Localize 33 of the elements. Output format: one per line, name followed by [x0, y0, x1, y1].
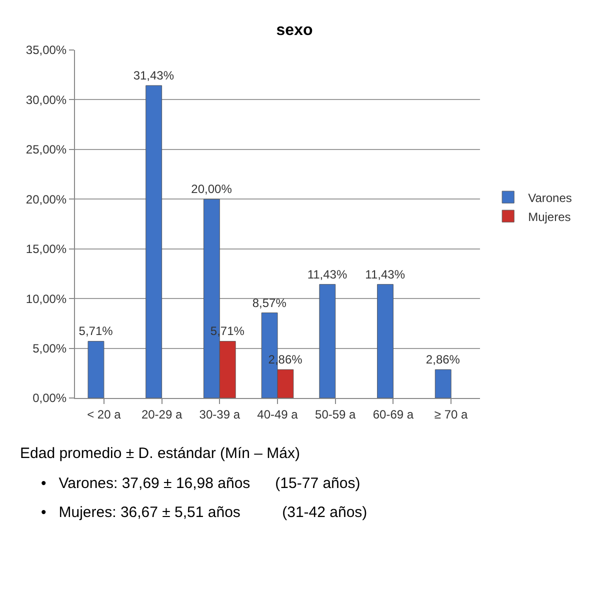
y-tick-label: 20,00% — [26, 192, 67, 206]
data-label: 2,86% — [426, 352, 460, 367]
bar — [319, 284, 336, 398]
data-label: 31,43% — [133, 68, 174, 82]
y-tick-label: 30,00% — [26, 92, 67, 107]
x-tick-label: 40-49 a — [257, 407, 298, 422]
text: • Mujeres: 36,67 ± 5,51 años (31-42 años) — [41, 504, 368, 521]
bar — [434, 369, 452, 398]
bar — [88, 340, 104, 398]
data-label: 11,43% — [365, 267, 406, 282]
data-label: 11,43% — [307, 267, 348, 282]
x-tick-label: 20-29 a — [141, 407, 182, 422]
legend-label: Varones — [528, 190, 572, 205]
bar — [377, 284, 394, 398]
legend-label: Mujeres — [528, 210, 571, 224]
y-tick-label: 15,00% — [26, 242, 67, 256]
y-tick-label: 25,00% — [26, 142, 67, 157]
x-tick-label: 30-39 a — [199, 407, 240, 422]
x-tick-label: ≥ 70 a — [434, 407, 468, 422]
text: • Varones: 37,69 ± 16,98 años (15-77 años) — [41, 475, 360, 492]
x-tick-label: 60-69 a — [372, 407, 414, 422]
text: Edad promedio ± D. estándar (Mín – Máx) — [20, 445, 300, 462]
y-tick-label: 0,00% — [32, 391, 67, 406]
y-tick-label: 5,00% — [32, 341, 67, 356]
y-tick-label: 10,00% — [26, 292, 67, 306]
data-label: 8,57% — [252, 296, 287, 310]
data-label: 5,71% — [78, 324, 114, 338]
data-label: 20,00% — [191, 182, 232, 196]
bar — [146, 85, 162, 398]
x-tick-label: < 20 a — [87, 407, 122, 422]
chart-title: sexo — [276, 22, 313, 40]
x-tick-label: 50-59 a — [315, 407, 356, 422]
y-tick-label: 35,00% — [26, 43, 67, 58]
